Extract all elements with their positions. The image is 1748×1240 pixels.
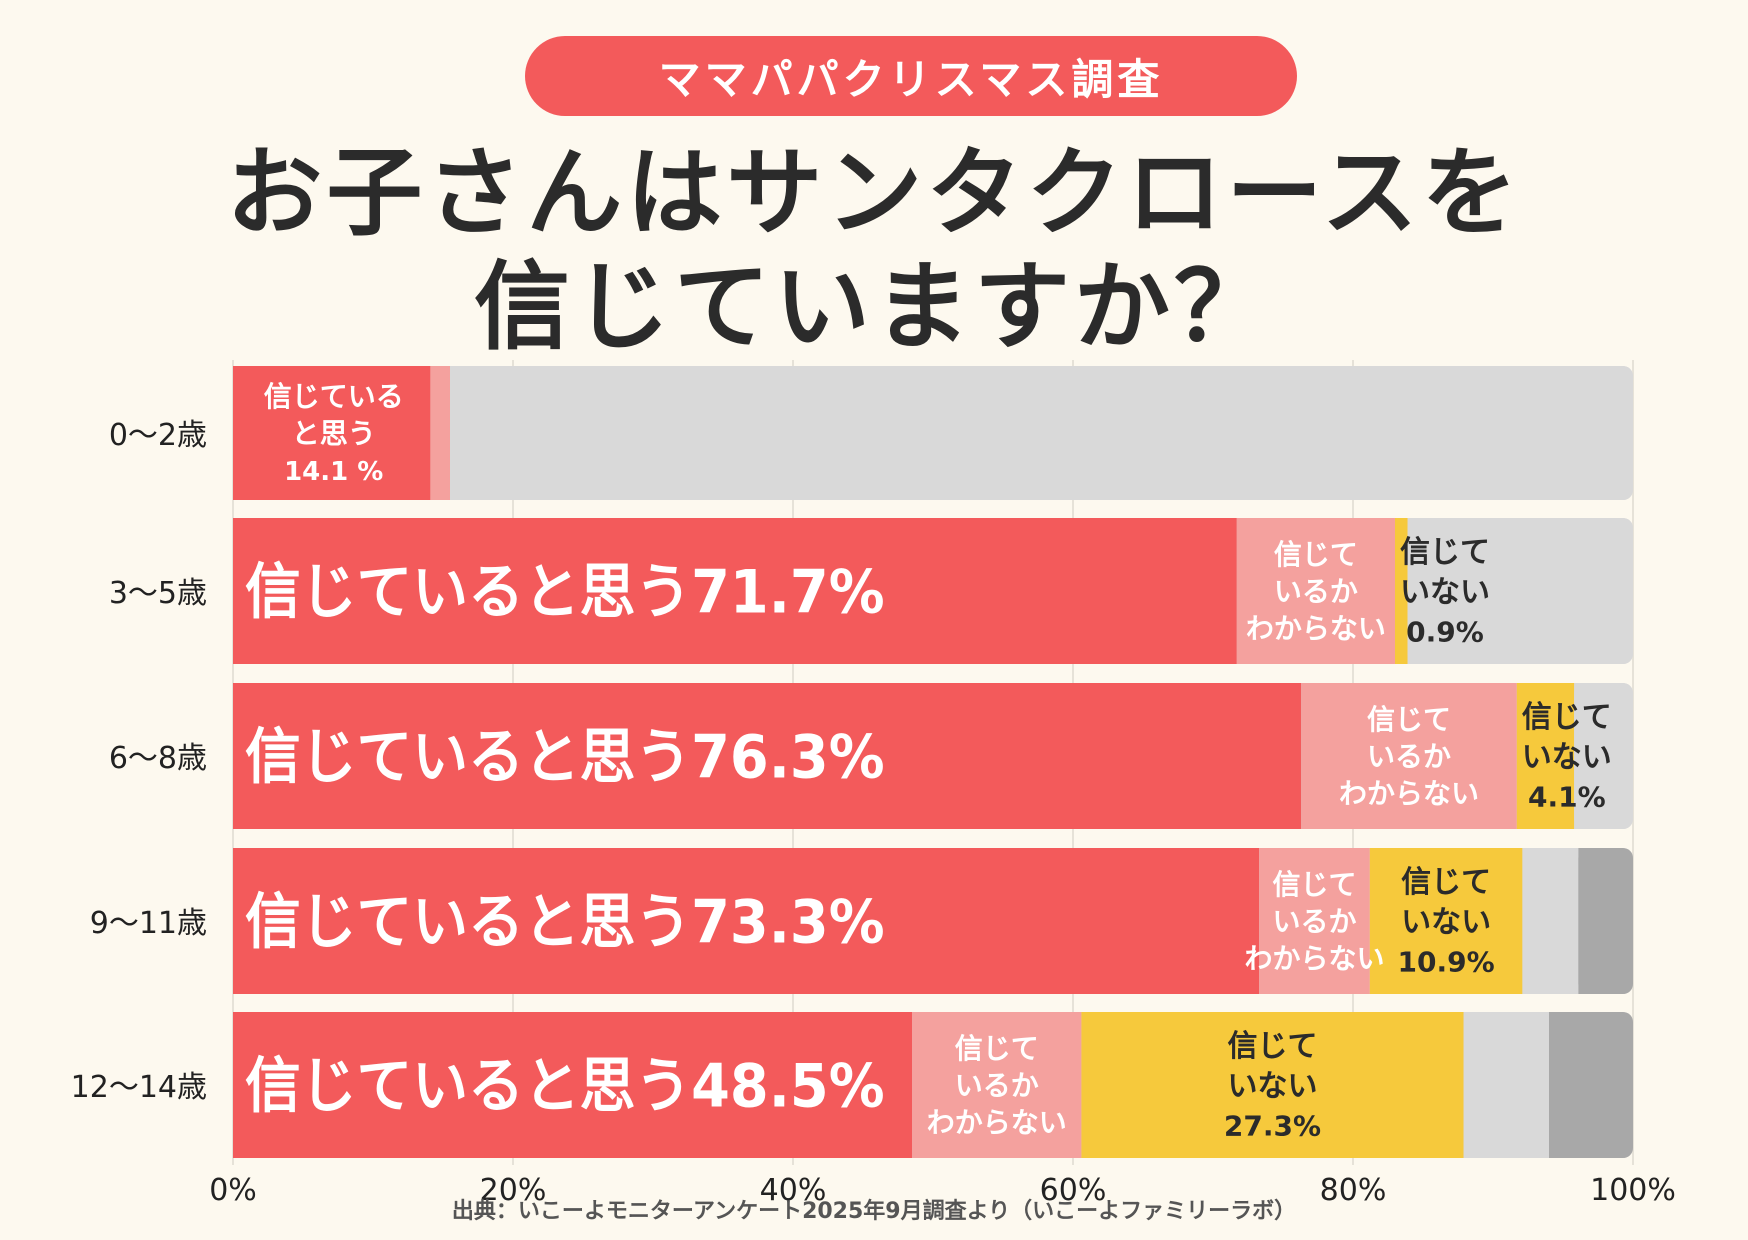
not_believe-data-label: いない (1522, 740, 1612, 775)
source-note: 出典：いこーよモニターアンケート2025年9月調査より（いこーよファミリーラボ） (451, 1199, 1297, 1224)
bar-segment-other_light-edge (1407, 518, 1428, 664)
bar-segment-unsure (1301, 683, 1517, 829)
bar-segment-other_light-edge (1574, 683, 1595, 829)
unsure-data-label: 信じて (955, 1032, 1039, 1065)
bar-segment-unsure (1259, 848, 1370, 994)
category-label: 3〜5歳 (109, 576, 207, 611)
not_believe-data-label: 信じて (1522, 700, 1612, 735)
not_believe-data-label: 0.9% (1406, 615, 1484, 648)
bar-segment-other_light (1463, 1012, 1549, 1158)
unsure-data-label: わからない (1244, 942, 1384, 975)
bar-segment-not_believe (1081, 1012, 1464, 1158)
not_believe-data-label: いない (1228, 1069, 1318, 1104)
unsure-data-label: わからない (1246, 612, 1386, 645)
x-tick-label: 20% (480, 1173, 547, 1208)
survey-badge-label: ママパパクリスマス調査 (658, 54, 1164, 104)
category-label: 6〜8歳 (109, 741, 207, 776)
bar-segment-other_light (1407, 518, 1633, 664)
not_believe-data-label: 信じて (1401, 865, 1491, 900)
bar-segment-believe (233, 366, 431, 500)
not_believe-data-label: 信じて (1228, 1029, 1318, 1064)
bar-segment-other_dark (1549, 1012, 1633, 1158)
unsure-data-label: わからない (927, 1106, 1067, 1139)
bar-segment-other_dark-edge (1578, 848, 1599, 994)
x-tick-label: 80% (1320, 1173, 1387, 1208)
unsure-data-label: 信じて (1367, 703, 1451, 736)
category-label: 12〜14歳 (71, 1070, 207, 1105)
believe-data-label: と思う (292, 417, 376, 450)
bar-segment-unsure (430, 366, 450, 500)
believe-data-label: 14.1 % (284, 457, 383, 487)
unsure-data-label: いるか (1367, 740, 1451, 773)
bar-segment-believe (233, 1012, 912, 1158)
bar-segment-other_light (1522, 848, 1579, 994)
not_believe-data-label: 信じて (1400, 535, 1490, 570)
unsure-data-label: わからない (1339, 777, 1479, 810)
unsure-data-label: いるか (1274, 575, 1358, 608)
not_believe-data-label: 4.1% (1528, 780, 1606, 813)
survey-badge: ママパパクリスマス調査 (525, 36, 1297, 116)
unsure-data-label: 信じて (1272, 868, 1356, 901)
bar-segment-not_believe (1369, 848, 1523, 994)
x-tick-label: 40% (760, 1173, 827, 1208)
unsure-data-label: いるか (1272, 905, 1356, 938)
bar-segment-unsure (1236, 518, 1395, 664)
bar-segment-not_believe (1395, 518, 1408, 664)
page-title-line-1: お子さんはサンタクロースを (226, 137, 1522, 249)
category-label: 0〜2歳 (109, 418, 207, 453)
bar-segment-other_light (450, 366, 1633, 500)
x-tick-label: 100% (1590, 1173, 1676, 1208)
bar-segment-unsure (912, 1012, 1082, 1158)
bar-segment-other_dark-edge (1549, 1012, 1569, 1158)
bar-segment-not_believe (1516, 683, 1575, 829)
page-title-line-2: 信じていますか？ (474, 251, 1274, 363)
believe-data-label: 信じていると思う76.3% (245, 723, 885, 793)
believe-data-label: 信じている (264, 380, 404, 413)
believe-data-label: 信じていると思う73.3% (245, 888, 885, 958)
x-tick-label: 0% (209, 1173, 257, 1208)
believe-data-label: 信じていると思う71.7% (245, 558, 885, 628)
not_believe-data-label: 27.3% (1224, 1109, 1321, 1142)
x-tick-label: 60% (1040, 1173, 1107, 1208)
unsure-data-label: 信じて (1274, 538, 1358, 571)
bar-segment-other_light-edge (450, 366, 470, 500)
not_believe-data-label: 10.9% (1398, 945, 1495, 978)
bar-segment-believe (233, 518, 1237, 664)
not_believe-data-label: いない (1401, 905, 1491, 940)
believe-data-label: 信じていると思う48.5% (245, 1052, 885, 1122)
unsure-data-label: いるか (955, 1069, 1039, 1102)
not_believe-data-label: いない (1400, 575, 1490, 610)
bar-segment-believe (233, 683, 1302, 829)
bar-segment-believe (233, 848, 1260, 994)
category-label: 9〜11歳 (90, 906, 207, 941)
